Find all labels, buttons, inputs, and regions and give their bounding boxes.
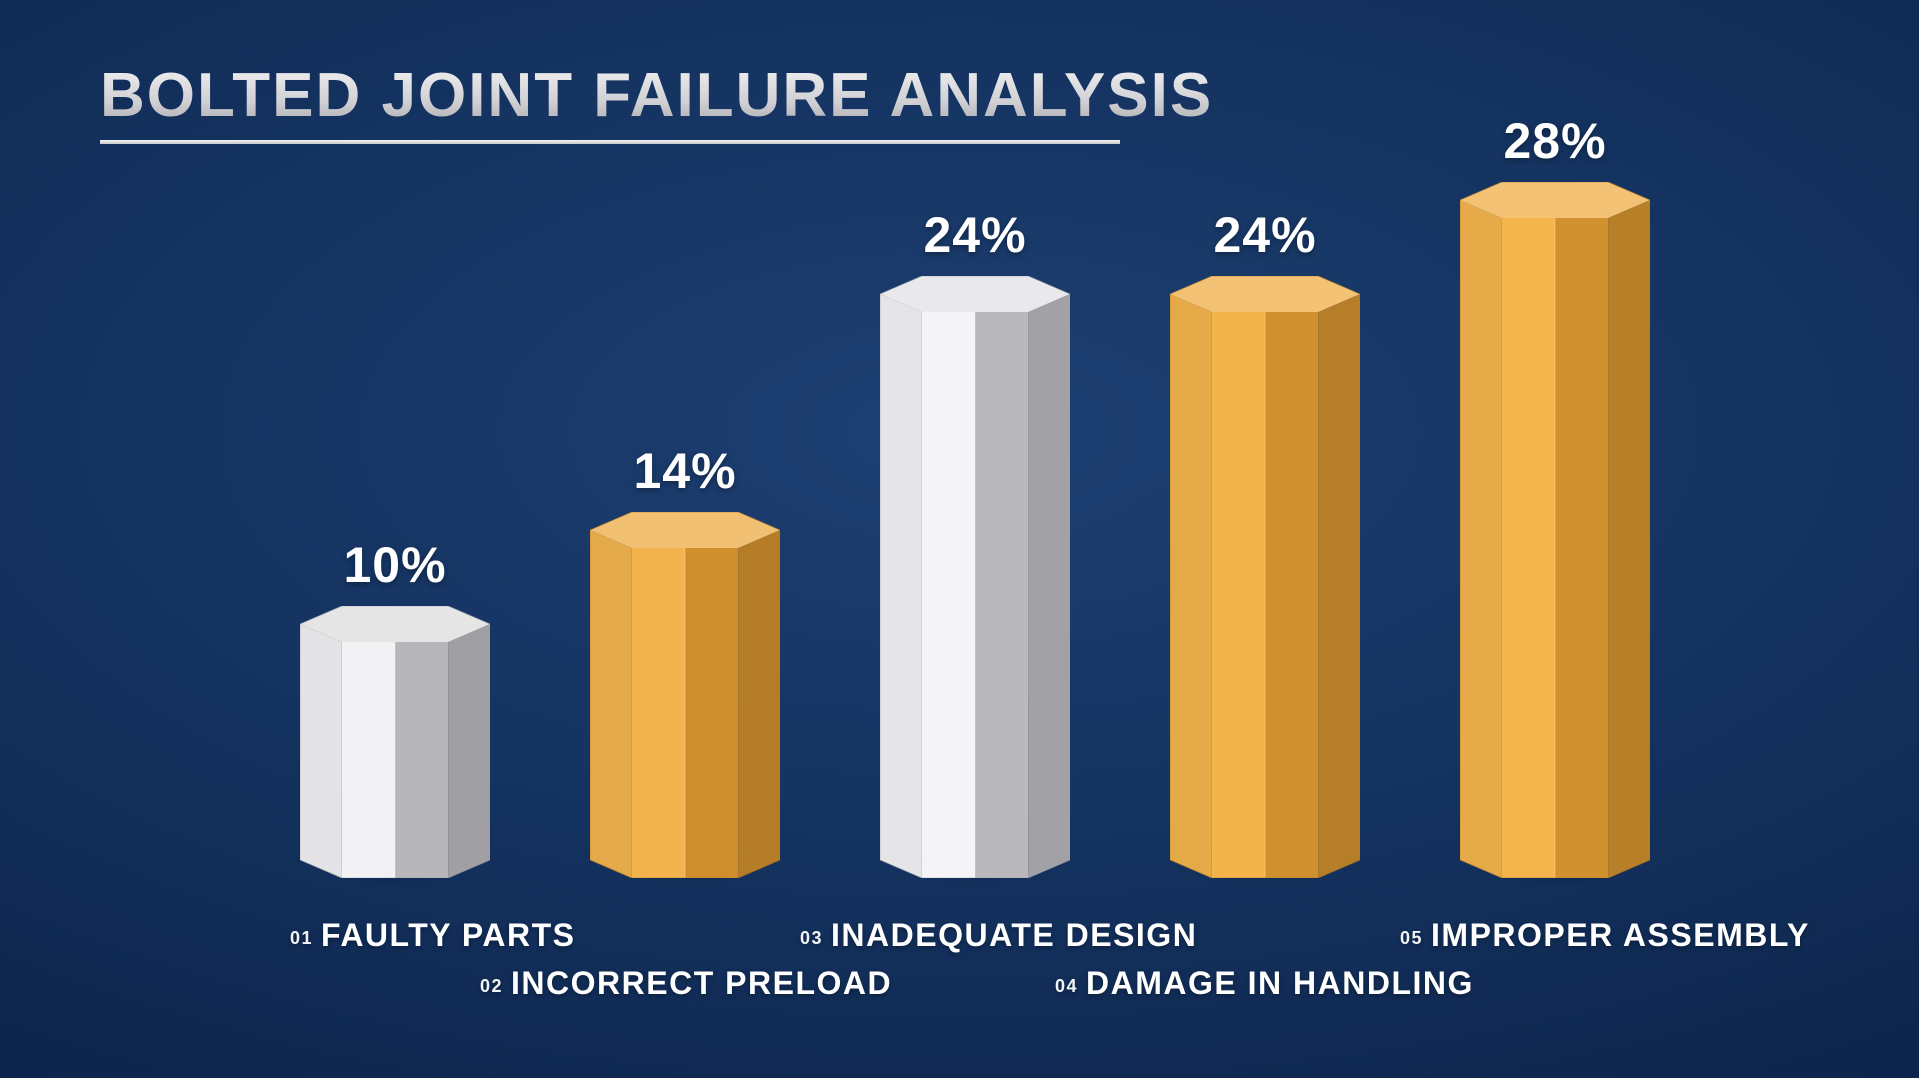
bar-05: 28% <box>1460 182 1650 878</box>
x-axis-label-03: 03 INADEQUATE DESIGN <box>800 917 1197 954</box>
x-axis-label-text: INADEQUATE DESIGN <box>831 917 1197 953</box>
x-axis-label-text: FAULTY PARTS <box>321 917 575 953</box>
x-axis-label-04: 04 DAMAGE IN HANDLING <box>1055 965 1474 1002</box>
hex-prism-icon <box>590 512 780 878</box>
x-axis-label-02: 02 INCORRECT PRELOAD <box>480 965 892 1002</box>
x-axis-label-num: 02 <box>480 976 503 996</box>
bar-value-label: 14% <box>590 442 780 500</box>
bar-value-label: 24% <box>1170 206 1360 264</box>
x-axis-label-01: 01 FAULTY PARTS <box>290 917 575 954</box>
bar-value-label: 10% <box>300 536 490 594</box>
hex-prism-icon <box>880 276 1070 878</box>
x-axis-label-num: 04 <box>1055 976 1078 996</box>
x-axis-label-text: IMPROPER ASSEMBLY <box>1431 917 1810 953</box>
bar-04: 24% <box>1170 276 1360 878</box>
title-underline <box>100 140 1120 144</box>
bar-01: 10% <box>300 606 490 878</box>
hex-prism-icon <box>1170 276 1360 878</box>
chart-title: BOLTED JOINT FAILURE ANALYSIS <box>100 60 1213 137</box>
bar-value-label: 24% <box>880 206 1070 264</box>
x-axis-label-text: DAMAGE IN HANDLING <box>1086 965 1474 1001</box>
x-axis-label-num: 03 <box>800 928 823 948</box>
x-axis-label-num: 05 <box>1400 928 1423 948</box>
hex-prism-icon <box>300 606 490 878</box>
x-axis-label-text: INCORRECT PRELOAD <box>511 965 892 1001</box>
x-axis-label-num: 01 <box>290 928 313 948</box>
x-axis-label-05: 05 IMPROPER ASSEMBLY <box>1400 917 1810 954</box>
bar-02: 14% <box>590 512 780 878</box>
bar-chart: 10% 14% 24% 24% 28% <box>0 160 1919 878</box>
bar-value-label: 28% <box>1460 112 1650 170</box>
x-axis-labels: 01 FAULTY PARTS 02 INCORRECT PRELOAD 03 INADE… <box>0 898 1919 1008</box>
bar-03: 24% <box>880 276 1070 878</box>
hex-prism-icon <box>1460 182 1650 878</box>
